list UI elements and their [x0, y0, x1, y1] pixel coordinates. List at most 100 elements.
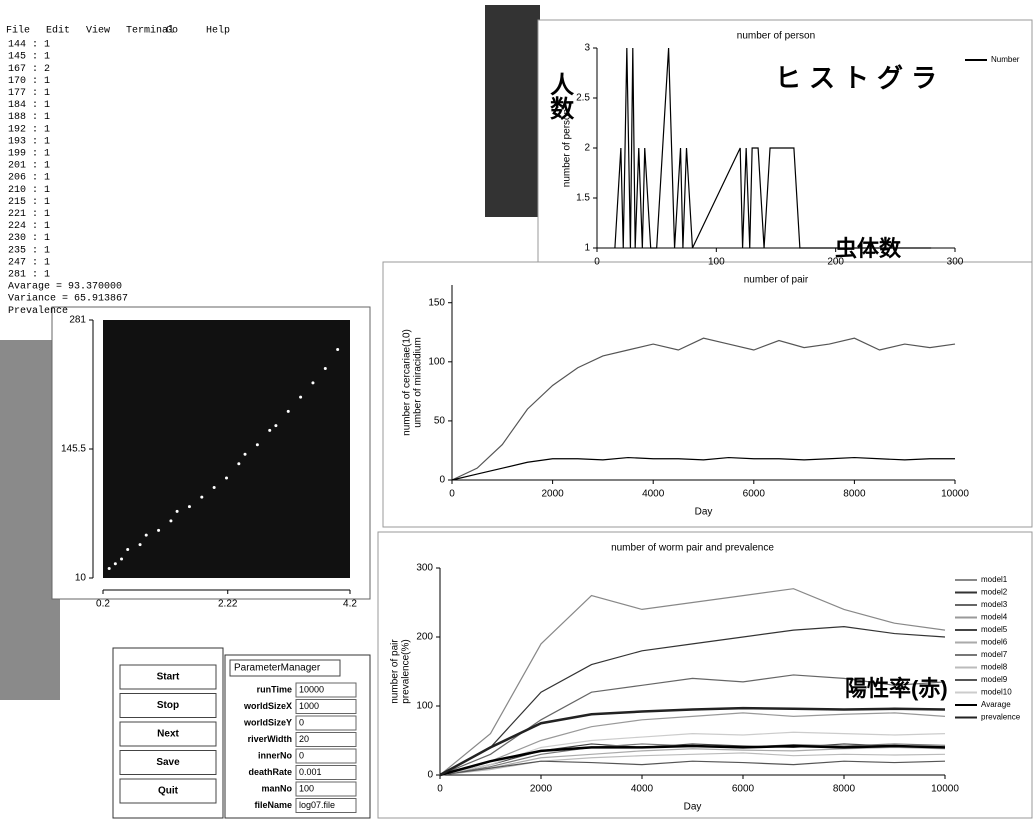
parameter-field[interactable] [295, 682, 357, 698]
terminal-line: 221 : 1 [8, 209, 50, 220]
parameter-name: runTime [257, 684, 292, 694]
y-tick-label: 150 [428, 297, 445, 308]
series-line [451, 456, 955, 481]
scatter-point [113, 562, 117, 566]
chart-title: number of worm pair and prevalence [611, 543, 774, 554]
y-tick-label: 100 [428, 356, 445, 367]
y-tick-label: 0 [439, 475, 445, 486]
button[interactable]: Quit [119, 778, 217, 804]
terminal-line: 281 : 1 [8, 270, 50, 281]
parameter-field[interactable] [295, 748, 357, 764]
x-tick-label: 0 [437, 784, 443, 795]
parameter-value[interactable]: 0.001 [299, 767, 322, 777]
legend-label: model7 [981, 650, 1008, 659]
legend-label: model3 [981, 600, 1008, 609]
menu-item[interactable]: Terminal [126, 25, 174, 37]
button[interactable]: Start [119, 664, 217, 690]
button-label[interactable]: Stop [157, 700, 179, 711]
legend-label: model10 [981, 688, 1012, 697]
legend-label: model8 [981, 663, 1008, 672]
parameter-field[interactable] [295, 715, 357, 731]
legend-label: model2 [981, 588, 1008, 597]
y-tick-label: 2.5 [576, 93, 590, 104]
button-frame [119, 750, 217, 775]
parameter-value[interactable]: log07.file [299, 800, 335, 810]
parameter-name: manNo [261, 783, 292, 793]
x-tick-label: 300 [947, 257, 964, 268]
terminal-line: 230 : 1 [8, 233, 50, 244]
parameter-value[interactable]: 0 [299, 717, 304, 727]
parameter-field[interactable] [295, 781, 357, 797]
y-tick-label: 10 [75, 573, 87, 584]
scatter-point [286, 409, 290, 413]
parameter-field[interactable] [295, 699, 357, 714]
y-tick-label: 300 [416, 563, 433, 574]
x-tick-label: 2.22 [218, 599, 238, 610]
parameter-name: fileName [254, 800, 292, 810]
parameter-name: innerNo [258, 750, 293, 760]
y-tick-label: 100 [416, 701, 433, 712]
series-line [614, 47, 932, 249]
menu-item[interactable]: View [86, 25, 110, 37]
button[interactable]: Stop [119, 693, 217, 718]
x-tick-label: 4000 [642, 489, 665, 500]
x-axis-label: Day [695, 507, 713, 518]
terminal-line: 210 : 1 [8, 185, 50, 196]
series-line [439, 712, 946, 776]
terminal-line: 206 : 1 [8, 173, 50, 184]
parameter-value[interactable]: 1000 [299, 701, 319, 711]
series-line [451, 337, 956, 481]
plot-background [103, 320, 350, 578]
button[interactable]: Next [119, 721, 217, 747]
legend-label: Avarage [981, 700, 1011, 709]
scatter-point [268, 428, 272, 432]
scatter-point [323, 367, 327, 371]
scatter-point [144, 533, 148, 537]
scatter-point [175, 509, 179, 513]
legend-label: model1 [981, 575, 1008, 584]
button-label[interactable]: Quit [158, 786, 179, 797]
menu-item[interactable]: Edit [46, 25, 70, 37]
scatter-point [157, 528, 161, 532]
y-axis-label: number of person [562, 109, 573, 187]
terminal-line: 145 : 1 [8, 52, 50, 63]
terminal-line: 188 : 1 [8, 112, 50, 123]
y-tick-label: 3 [584, 43, 590, 54]
button[interactable]: Save [119, 750, 217, 775]
annotation: 陽性率(赤) [845, 676, 948, 701]
annotation: 人数 [546, 72, 574, 121]
legend-label: prevalence [981, 713, 1021, 722]
terminal-line: 201 : 1 [8, 161, 50, 172]
x-tick-label: 2000 [530, 784, 553, 795]
y-tick-label: 50 [434, 416, 446, 427]
parameter-field[interactable] [295, 732, 357, 747]
menu-item[interactable]: Go [166, 26, 178, 37]
menu-item[interactable]: File [6, 25, 30, 37]
parameter-field[interactable] [295, 798, 357, 813]
parameter-value[interactable]: 100 [299, 783, 314, 793]
button-label[interactable]: Save [156, 757, 180, 768]
button-label[interactable]: Start [157, 672, 180, 683]
terminal-line: 184 : 1 [8, 100, 50, 111]
parameter-value[interactable]: 0 [299, 750, 304, 760]
parameter-name: worldSizeY [243, 717, 292, 727]
parameter-value[interactable]: 10000 [299, 684, 324, 694]
menu-item[interactable]: Help [206, 25, 230, 37]
button-label[interactable]: Next [157, 729, 179, 740]
parameter-name: deathRate [248, 767, 292, 777]
scatter-point [126, 547, 130, 551]
terminal-line: 193 : 1 [8, 136, 50, 147]
scatter-point [299, 395, 303, 399]
x-tick-label: 10000 [931, 784, 959, 795]
legend-label: model6 [981, 638, 1008, 647]
terminal-line: 170 : 1 [8, 76, 50, 87]
parameter-value[interactable]: 20 [299, 734, 309, 744]
parameter-field[interactable] [295, 765, 357, 780]
series-line [439, 626, 946, 776]
y-axis-label: umber of miracidium [413, 337, 424, 428]
parameter-name: worldSizeX [243, 701, 292, 711]
terminal-line: Avarage = 93.370000 [8, 282, 122, 293]
y-axis-label: number of pair [390, 639, 401, 704]
x-tick-label: 4000 [631, 784, 654, 795]
